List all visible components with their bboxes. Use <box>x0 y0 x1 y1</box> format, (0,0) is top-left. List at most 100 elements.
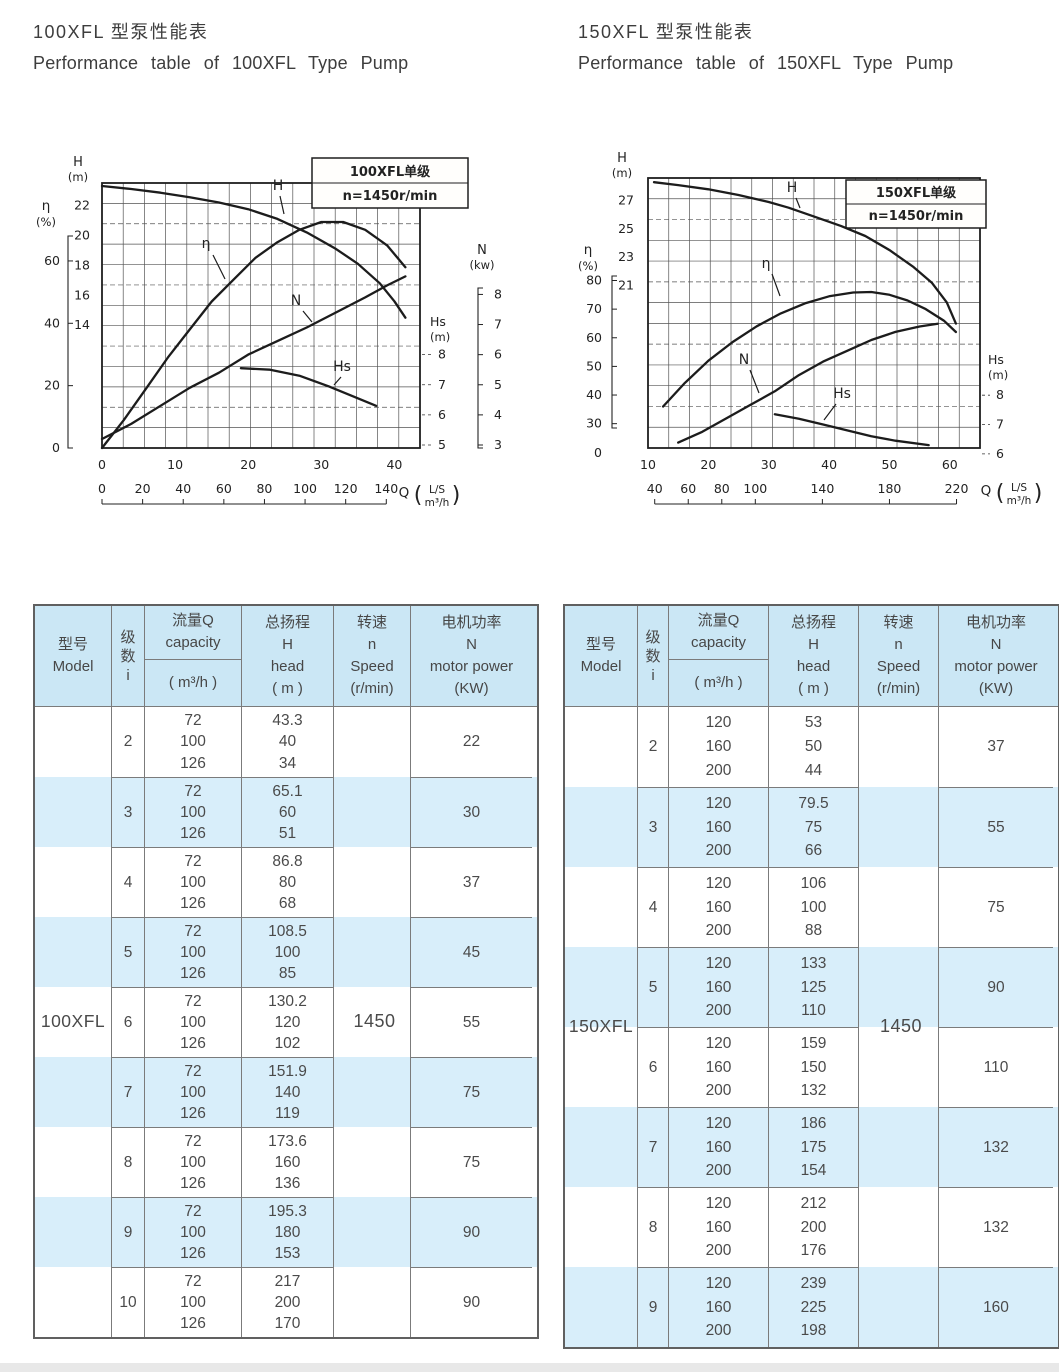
head-value: 65.1 <box>272 782 303 800</box>
capacity-value: 200 <box>705 842 732 860</box>
x-axis-tick-m3h: 40 <box>647 481 663 496</box>
x-axis-tick-m3h: 60 <box>680 481 696 496</box>
head-value: 212 <box>800 1195 827 1213</box>
h-axis-tick: 22 <box>74 197 90 212</box>
power-cell: 90 <box>938 947 1053 1027</box>
header-text: 总扬程 <box>264 614 310 631</box>
head-value: 85 <box>278 964 297 982</box>
head-value: 176 <box>800 1242 827 1260</box>
head-value: 198 <box>800 1322 827 1340</box>
q-axis-label: Q <box>399 485 410 501</box>
capacity-value: 126 <box>180 1034 206 1052</box>
curve-label-leader <box>302 310 313 323</box>
curve-label-leader <box>333 376 342 386</box>
header-text: 转速 <box>356 614 387 631</box>
left-title-en: Performance table of 100XFL Type Pump <box>33 53 409 73</box>
eta-axis-tick: 20 <box>44 378 60 393</box>
hs-axis-tick: 6 <box>438 407 446 422</box>
q-paren-open: ( <box>414 483 423 508</box>
h-axis-label: H <box>617 151 627 166</box>
head-value: 200 <box>274 1293 301 1311</box>
table-row: 3 72 100 126 65.1 60 51 30 <box>35 777 537 847</box>
speed-col-segment <box>858 1027 938 1107</box>
model-col-segment <box>565 707 637 787</box>
head-cell: 195.3 180 153 <box>241 1197 333 1267</box>
header-text: capacity <box>165 634 221 652</box>
head-value: 88 <box>804 922 823 940</box>
capacity-cell: 72 100 126 <box>144 917 241 987</box>
eta-axis-tick: 60 <box>586 330 602 345</box>
table-row: 8 72 100 126 173.6 160 136 75 <box>35 1127 537 1197</box>
eta-axis-tick: 70 <box>586 301 602 316</box>
curve-label-eta: η <box>202 236 211 252</box>
head-value: 160 <box>274 1153 301 1171</box>
chart-title-speed: n=1450r/min <box>869 209 964 224</box>
head-value: 86.8 <box>272 852 303 870</box>
series-Hs <box>773 413 930 447</box>
eta-axis-tick: 80 <box>586 273 602 288</box>
speed-col-segment <box>858 707 938 787</box>
x-axis-tick-ls: 10 <box>167 457 183 472</box>
capacity-cell: 72 100 126 <box>144 1057 241 1127</box>
capacity-cell: 120 160 200 <box>668 1267 768 1347</box>
head-cell: 173.6 160 136 <box>241 1127 333 1197</box>
header-text: N <box>990 636 1002 653</box>
header-text: (KW) <box>978 680 1014 697</box>
head-value: 195.3 <box>268 1202 307 1220</box>
header-text: capacity <box>690 634 747 652</box>
x-axis-tick-m3h: 80 <box>256 481 272 496</box>
curve-label-leader <box>749 369 760 394</box>
head-value: 44 <box>804 762 823 780</box>
head-value: 132 <box>800 1082 827 1100</box>
header-text: 型号 <box>585 636 616 653</box>
model-col-segment <box>35 847 111 917</box>
x-axis-tick-m3h: 100 <box>743 481 767 496</box>
head-cell: 108.5 100 85 <box>241 917 333 987</box>
left-column: 100XFL 型泵性能表 Performance table of 100XFL… <box>33 12 539 1349</box>
header-text: Speed <box>350 658 394 675</box>
speed-col-segment <box>858 1107 938 1187</box>
stage-cell: 10 <box>111 1267 144 1337</box>
header-text: (r/min) <box>350 680 394 697</box>
table-row: 2 120 160 200 53 50 44 37 <box>565 707 1058 787</box>
x-axis-tick-m3h: 20 <box>135 481 151 496</box>
capacity-value: 120 <box>705 714 732 732</box>
speed-col-segment <box>333 987 410 1057</box>
capacity-value: 200 <box>705 1162 732 1180</box>
capacity-value: 100 <box>180 1223 206 1241</box>
head-value: 173.6 <box>268 1132 307 1150</box>
header-text: 级 <box>120 628 136 646</box>
power-cell: 90 <box>410 1197 532 1267</box>
capacity-value: 160 <box>705 978 732 996</box>
capacity-value: 126 <box>180 1314 206 1332</box>
x-axis-tick-m3h: 220 <box>945 481 969 496</box>
x-axis-tick-ls: 60 <box>942 457 958 472</box>
h-axis-tick: 23 <box>618 249 634 264</box>
capacity-cell: 120 160 200 <box>668 707 768 787</box>
chart-title-model: 100XFL单级 <box>350 164 431 180</box>
head-cell: 159 150 132 <box>768 1027 858 1107</box>
speed-col-segment <box>333 1057 410 1127</box>
capacity-value: 126 <box>180 1104 206 1122</box>
capacity-value: 72 <box>184 1132 202 1150</box>
series-N <box>100 275 407 441</box>
header-capacity-top: 流量Q capacity <box>669 606 768 660</box>
stage-cell: 6 <box>637 1027 668 1107</box>
capacity-value: 72 <box>184 922 202 940</box>
curve-label-H: H <box>273 178 284 194</box>
header-text: 流量Q <box>172 612 214 630</box>
head-value: 75 <box>804 818 823 836</box>
capacity-value: 72 <box>184 1202 202 1220</box>
x-axis-tick-ls: 30 <box>313 457 329 472</box>
model-col-segment <box>35 777 111 847</box>
header-text: (KW) <box>454 680 489 697</box>
n-axis-tick: 6 <box>494 347 502 362</box>
n-axis-tick: 7 <box>494 317 502 332</box>
page-bottom-strip <box>0 1363 1059 1372</box>
n-axis-tick: 3 <box>494 437 502 452</box>
curve-label-H: H <box>787 180 798 196</box>
header-text: 数 <box>645 647 661 665</box>
power-cell: 37 <box>410 847 532 917</box>
